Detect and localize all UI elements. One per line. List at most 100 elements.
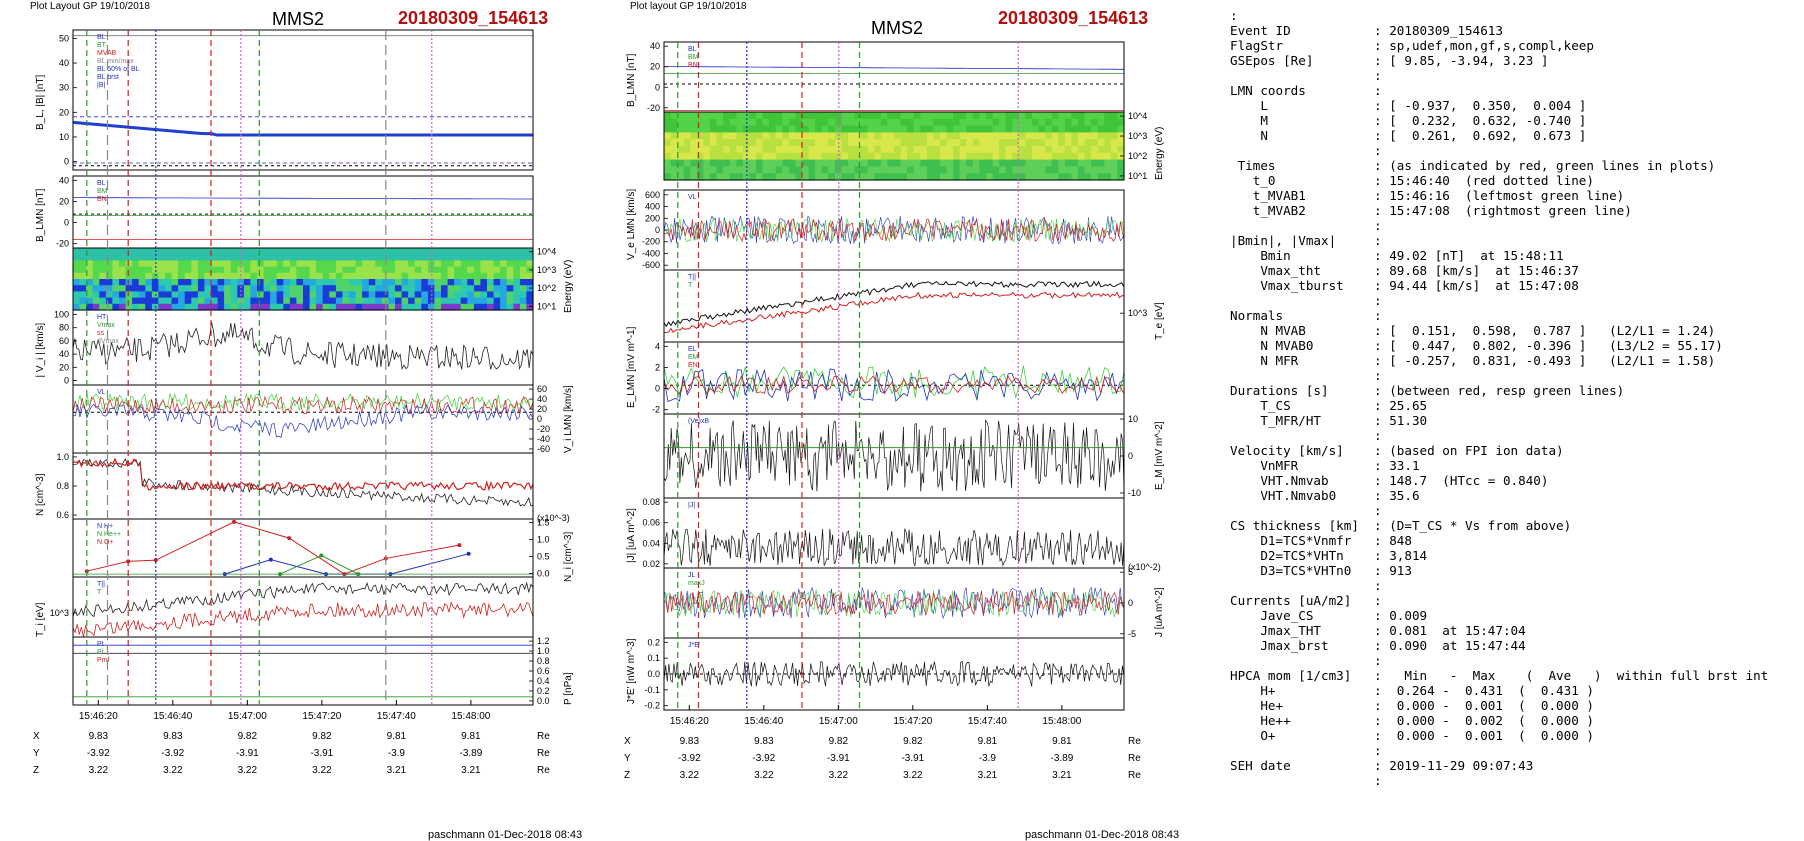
- spectrogram-cell: [480, 248, 488, 255]
- time-tick-label: 15:47:40: [377, 711, 416, 722]
- y-axis-label-right: V_i LMN [km/s]: [563, 385, 574, 453]
- spectrogram-cell: [197, 254, 206, 261]
- spectrogram-cell: [913, 112, 921, 120]
- tick-label: 50: [59, 33, 69, 43]
- spectrogram-cell: [283, 303, 291, 311]
- spectrogram-cell: [349, 297, 357, 305]
- spectrogram-cell: [283, 248, 291, 255]
- spectrogram-cell: [217, 272, 225, 280]
- spectrogram-cell: [401, 279, 409, 286]
- spectrogram-cell: [401, 285, 409, 292]
- spectrogram-cell: [493, 266, 501, 274]
- spectrogram-cell: [197, 285, 206, 292]
- spectrogram-cell: [79, 248, 87, 255]
- spectrogram-cell: [959, 112, 967, 120]
- spectrogram-cell: [171, 248, 179, 255]
- spectrogram-cell: [86, 272, 94, 280]
- tick-label: 20: [537, 404, 547, 414]
- spectrogram-cell: [808, 125, 816, 133]
- panel-frame: [663, 341, 1125, 415]
- spectrogram-cell: [388, 260, 396, 268]
- spectrogram-cell: [92, 254, 100, 261]
- spectrogram-cell: [802, 159, 810, 167]
- spectrogram-cell: [408, 260, 416, 268]
- spectrogram-cell: [979, 139, 987, 147]
- spectrogram-cell: [355, 297, 363, 305]
- spectrogram-cell: [670, 146, 678, 154]
- spectrogram-cell: [526, 303, 534, 311]
- spectrogram-cell: [335, 297, 344, 305]
- spectrogram-cell: [907, 118, 915, 127]
- spectrogram-cell: [158, 279, 166, 286]
- spectrogram-cell: [105, 291, 114, 299]
- spectrogram-cell: [145, 260, 153, 268]
- spectrogram-cell: [263, 260, 271, 268]
- spectrogram-cell: [211, 297, 219, 305]
- spectrogram-cell: [1005, 112, 1013, 120]
- tick-label: -60: [537, 444, 550, 454]
- spectrogram-cell: [1097, 125, 1105, 133]
- spectrogram-cell: [335, 291, 344, 299]
- spectrogram-cell: [184, 279, 192, 286]
- spectrogram-cell: [303, 291, 311, 299]
- legend-entry: BM: [97, 188, 108, 195]
- spectrogram-cell: [197, 279, 206, 286]
- spectrogram-cell: [243, 248, 252, 255]
- summary-line: :: [1230, 368, 1382, 383]
- spectrogram-cell: [1064, 112, 1073, 120]
- spectrogram-cell: [125, 248, 133, 255]
- spectrogram-cell: [204, 272, 212, 280]
- spectrogram-cell: [756, 139, 764, 147]
- spectrogram-cell: [519, 291, 528, 299]
- spectrogram-cell: [355, 254, 363, 261]
- spectrogram-cell: [316, 260, 324, 268]
- spectrogram-cell: [775, 125, 783, 133]
- spectrogram-cell: [322, 272, 330, 280]
- spectrogram-cell: [762, 173, 770, 181]
- spectrogram-cell: [999, 173, 1007, 181]
- spectrogram-cell: [197, 260, 206, 268]
- series-line: [663, 217, 1125, 243]
- spectrogram-cell: [677, 132, 685, 140]
- spectrogram-cell: [1018, 118, 1027, 127]
- spectrogram-cell: [493, 303, 501, 311]
- spectrogram-cell: [158, 260, 166, 268]
- spectrogram-cell: [710, 112, 718, 120]
- spectrogram-cell: [289, 297, 298, 305]
- spectrogram-cell: [119, 260, 127, 268]
- spectrogram-cell: [493, 279, 501, 286]
- spectrogram-cell: [710, 152, 718, 161]
- spectrogram-cell: [480, 279, 488, 286]
- spectrogram-cell: [729, 125, 737, 133]
- spectrogram-cell: [782, 139, 790, 147]
- spectrogram-cell: [1071, 159, 1079, 167]
- spectrogram-cell: [756, 166, 764, 174]
- spectrogram-cell: [1064, 132, 1073, 140]
- spectrogram-cell: [972, 132, 981, 140]
- position-value: 9.81: [461, 731, 481, 742]
- spectrogram-cell: [999, 152, 1007, 161]
- spectrogram-cell: [368, 260, 376, 268]
- tick-label: -0.1: [644, 685, 660, 695]
- spectrogram-cell: [165, 291, 173, 299]
- spectrogram-cell: [86, 285, 94, 292]
- spectrogram-cell: [368, 297, 376, 305]
- spectrogram-cell: [506, 272, 514, 280]
- y-axis-label-right: P [nPa]: [563, 672, 574, 705]
- spectrogram-cell: [303, 254, 311, 261]
- spectrogram-cell: [447, 266, 455, 274]
- spectrogram-cell: [204, 248, 212, 255]
- tick-label: 10^2: [537, 283, 556, 293]
- spectrogram-cell: [1032, 173, 1040, 181]
- spectrogram-cell: [1104, 166, 1112, 174]
- spectrogram-cell: [979, 132, 987, 140]
- tick-label: 20: [59, 107, 69, 117]
- spectrogram-cell: [729, 118, 737, 127]
- position-value: -3.91: [310, 748, 333, 759]
- spectrogram-cell: [900, 132, 908, 140]
- spectrogram-cell: [395, 297, 403, 305]
- spectrogram-cell: [907, 146, 915, 154]
- spectrogram-cell: [900, 159, 908, 167]
- spectrogram-cell: [316, 266, 324, 274]
- spectrogram-cell: [933, 125, 941, 133]
